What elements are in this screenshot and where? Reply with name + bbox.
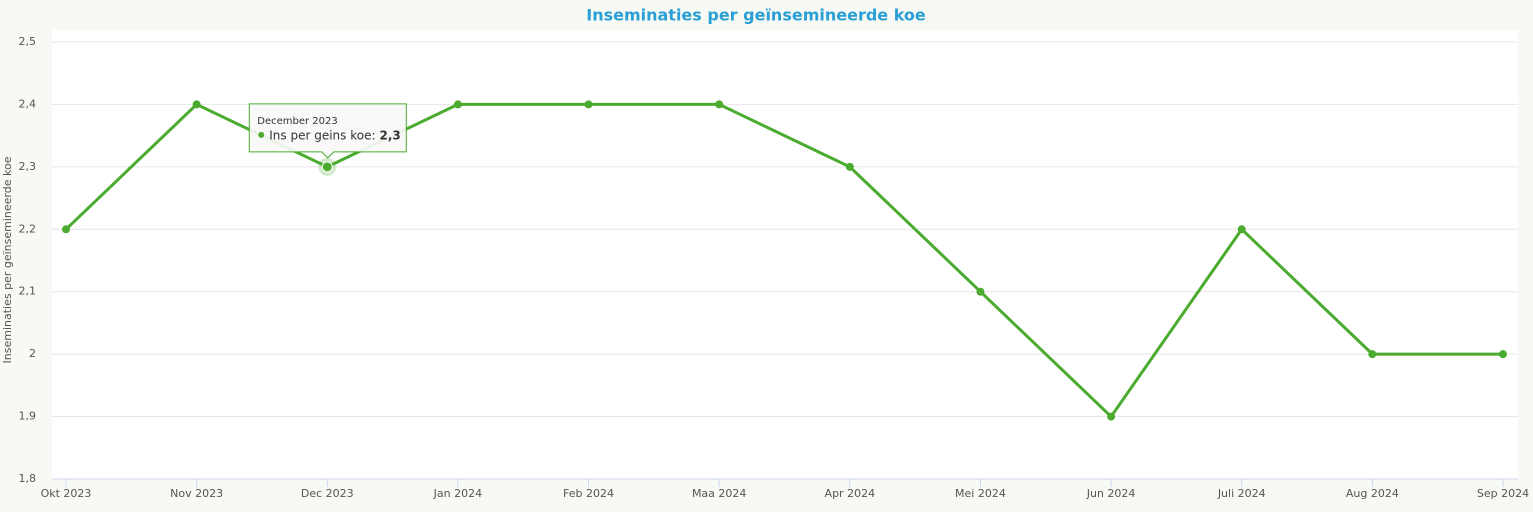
point bbox=[1237, 225, 1246, 234]
y-tick-label: 1,9 bbox=[19, 410, 37, 423]
x-tick-label: Jun 2024 bbox=[1086, 487, 1136, 500]
tooltip-title: December 2023 bbox=[257, 116, 337, 127]
chart-title: Inseminaties per geïnsemineerde koe bbox=[586, 6, 926, 25]
y-tick-label: 2 bbox=[29, 347, 36, 360]
point bbox=[453, 100, 462, 109]
tooltip-series: Ins per geins koe bbox=[269, 128, 371, 142]
tooltip-colon: : bbox=[371, 128, 375, 142]
tooltip-value: 2,3 bbox=[379, 128, 400, 142]
tooltip-dot bbox=[258, 131, 265, 138]
series-line bbox=[64, 102, 1503, 419]
point bbox=[1107, 412, 1116, 421]
y-tick-label: 2,2 bbox=[19, 222, 37, 235]
point bbox=[1368, 350, 1377, 359]
point bbox=[845, 162, 854, 171]
x-tick-label: Nov 2023 bbox=[170, 487, 223, 500]
point bbox=[192, 100, 201, 109]
x-tick-label: Mei 2024 bbox=[955, 487, 1006, 500]
point bbox=[62, 225, 70, 234]
x-tick-label: Dec 2023 bbox=[301, 487, 354, 500]
x-tick-label: Feb 2024 bbox=[563, 487, 614, 500]
point bbox=[1499, 350, 1507, 359]
y-tick-label: 2,1 bbox=[19, 285, 37, 298]
highlight-point bbox=[321, 161, 333, 173]
x-tick-label: Sep 2024 bbox=[1477, 487, 1529, 500]
point bbox=[584, 100, 593, 109]
x-tick-label: Jan 2024 bbox=[433, 487, 482, 500]
y-tick-label: 2,5 bbox=[19, 35, 37, 48]
x-tick-label: Aug 2024 bbox=[1346, 487, 1399, 500]
tooltip-box bbox=[248, 103, 407, 159]
x-tick-label: Apr 2024 bbox=[825, 487, 876, 500]
point bbox=[976, 287, 985, 296]
y-tick-label: 2,3 bbox=[19, 160, 37, 173]
y-tick-label: 1,8 bbox=[19, 472, 37, 485]
y-tick-label: 2,4 bbox=[19, 97, 37, 110]
x-tick-label: Okt 2023 bbox=[41, 487, 92, 500]
point bbox=[715, 100, 724, 109]
plot-area bbox=[52, 30, 1518, 479]
y-axis-label: Inseminaties per geïnsemineerde koe bbox=[1, 156, 14, 363]
x-tick-label: Juli 2024 bbox=[1217, 487, 1266, 500]
x-tick-label: Maa 2024 bbox=[692, 487, 746, 500]
